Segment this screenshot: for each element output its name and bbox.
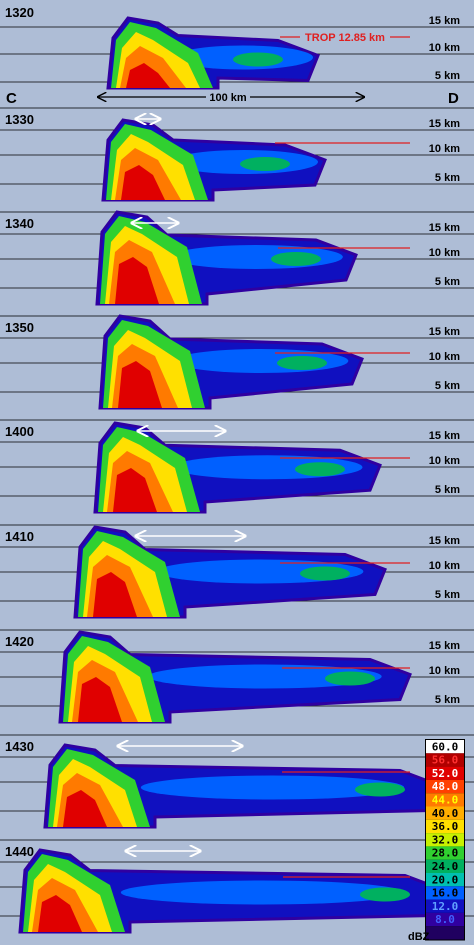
radar-echo — [73, 525, 387, 619]
legend-swatch — [426, 926, 464, 940]
legend-swatch — [426, 846, 464, 860]
distance-scale-label: 100 km — [209, 92, 247, 104]
legend-value-label: 12.0 — [432, 900, 459, 913]
radar-echo — [58, 630, 412, 724]
legend-swatch — [426, 899, 464, 913]
panel-time-label: 1430 — [5, 739, 34, 754]
legend-value-label: 60.0 — [432, 740, 459, 753]
legend-swatch — [426, 833, 464, 847]
panel-time-label: 1350 — [5, 320, 34, 335]
height-label: 15 km — [429, 118, 460, 130]
panel-1410: 1410 15 km 10 km 5 km — [0, 524, 474, 619]
panel-1330: 1330 15 km 10 km 5 km — [0, 107, 474, 202]
legend-value-label: 56.0 — [432, 754, 459, 767]
height-label: 5 km — [435, 694, 460, 706]
legend-swatch — [426, 766, 464, 780]
panel-time-label: 1400 — [5, 424, 34, 439]
radar-echo — [98, 314, 364, 410]
panel-time-label: 1340 — [5, 216, 34, 231]
legend-value-label: 48.0 — [432, 780, 459, 793]
height-label: 15 km — [429, 535, 460, 547]
legend-swatch — [426, 859, 464, 873]
legend-value-label: 36.0 — [432, 820, 459, 833]
legend-value-label: 40.0 — [432, 807, 459, 820]
panel-1400: 1400 15 km 10 km 5 km — [0, 419, 474, 514]
legend-swatch — [426, 912, 464, 927]
height-label: 10 km — [429, 42, 460, 54]
height-label: 15 km — [429, 640, 460, 652]
radar-echo — [18, 848, 447, 934]
panel-time-label: 1420 — [5, 634, 34, 649]
height-label: 15 km — [429, 15, 460, 27]
radar-echo — [106, 16, 320, 90]
legend-swatch — [426, 740, 464, 754]
radar-echo — [43, 743, 442, 829]
legend-value-label: 8.0 — [435, 913, 455, 926]
legend-swatch — [426, 819, 464, 834]
height-label: 5 km — [435, 380, 460, 392]
legend-swatch — [426, 793, 464, 807]
panel-time-label: 1410 — [5, 529, 34, 544]
legend-unit-label: dBZ — [408, 931, 430, 943]
legend-value-label: 0.0 — [435, 927, 455, 940]
panel-1430: 1430 — [0, 734, 474, 829]
panel-1420: 1420 15 km 10 km 5 km — [0, 629, 474, 724]
height-label: 15 km — [429, 430, 460, 442]
legend-swatch — [426, 779, 464, 794]
legend-value-label: 32.0 — [432, 833, 459, 846]
height-label: 5 km — [435, 172, 460, 184]
panel-time-label: 1320 — [5, 5, 34, 20]
legend-value-label: 44.0 — [432, 794, 459, 807]
height-label: 10 km — [429, 560, 460, 572]
legend-value-label: 24.0 — [432, 860, 459, 873]
radar-echo — [101, 118, 327, 202]
legend-value-label: 52.0 — [432, 767, 459, 780]
height-label: 15 km — [429, 326, 460, 338]
height-label: 5 km — [435, 589, 460, 601]
height-label: 5 km — [435, 276, 460, 288]
legend-value-label: 28.0 — [432, 847, 459, 860]
panel-1320: 1320 15 km 10 km 5 km — [0, 5, 474, 90]
endpoint-c-label: C — [6, 90, 17, 107]
height-label: 10 km — [429, 143, 460, 155]
height-label: 10 km — [429, 455, 460, 467]
radar-echo — [93, 421, 382, 514]
height-label: 5 km — [435, 484, 460, 496]
panel-1340: 1340 15 km 10 km 5 km — [0, 210, 474, 306]
legend-swatch — [426, 806, 464, 820]
height-label: 10 km — [429, 351, 460, 363]
endpoint-d-label: D — [448, 90, 459, 107]
height-label: 15 km — [429, 222, 460, 234]
height-label: 10 km — [429, 665, 460, 677]
panel-time-label: 1330 — [5, 112, 34, 127]
legend-value-label: 20.0 — [432, 873, 459, 886]
legend-swatch — [426, 873, 464, 887]
legend-swatch — [426, 886, 464, 900]
panel-time-label: 1440 — [5, 844, 34, 859]
legend-value-label: 16.0 — [432, 887, 459, 900]
panel-1440: 1440 — [0, 839, 474, 934]
tropopause-label: TROP 12.85 km — [305, 32, 385, 44]
legend-swatch — [426, 753, 464, 767]
panel-1350: 1350 15 km 10 km 5 km — [0, 314, 474, 410]
radar-echo — [95, 210, 358, 306]
height-label: 5 km — [435, 70, 460, 82]
height-label: 10 km — [429, 247, 460, 259]
dbz-legend: 60.056.052.048.044.040.036.032.028.024.0… — [425, 739, 465, 941]
